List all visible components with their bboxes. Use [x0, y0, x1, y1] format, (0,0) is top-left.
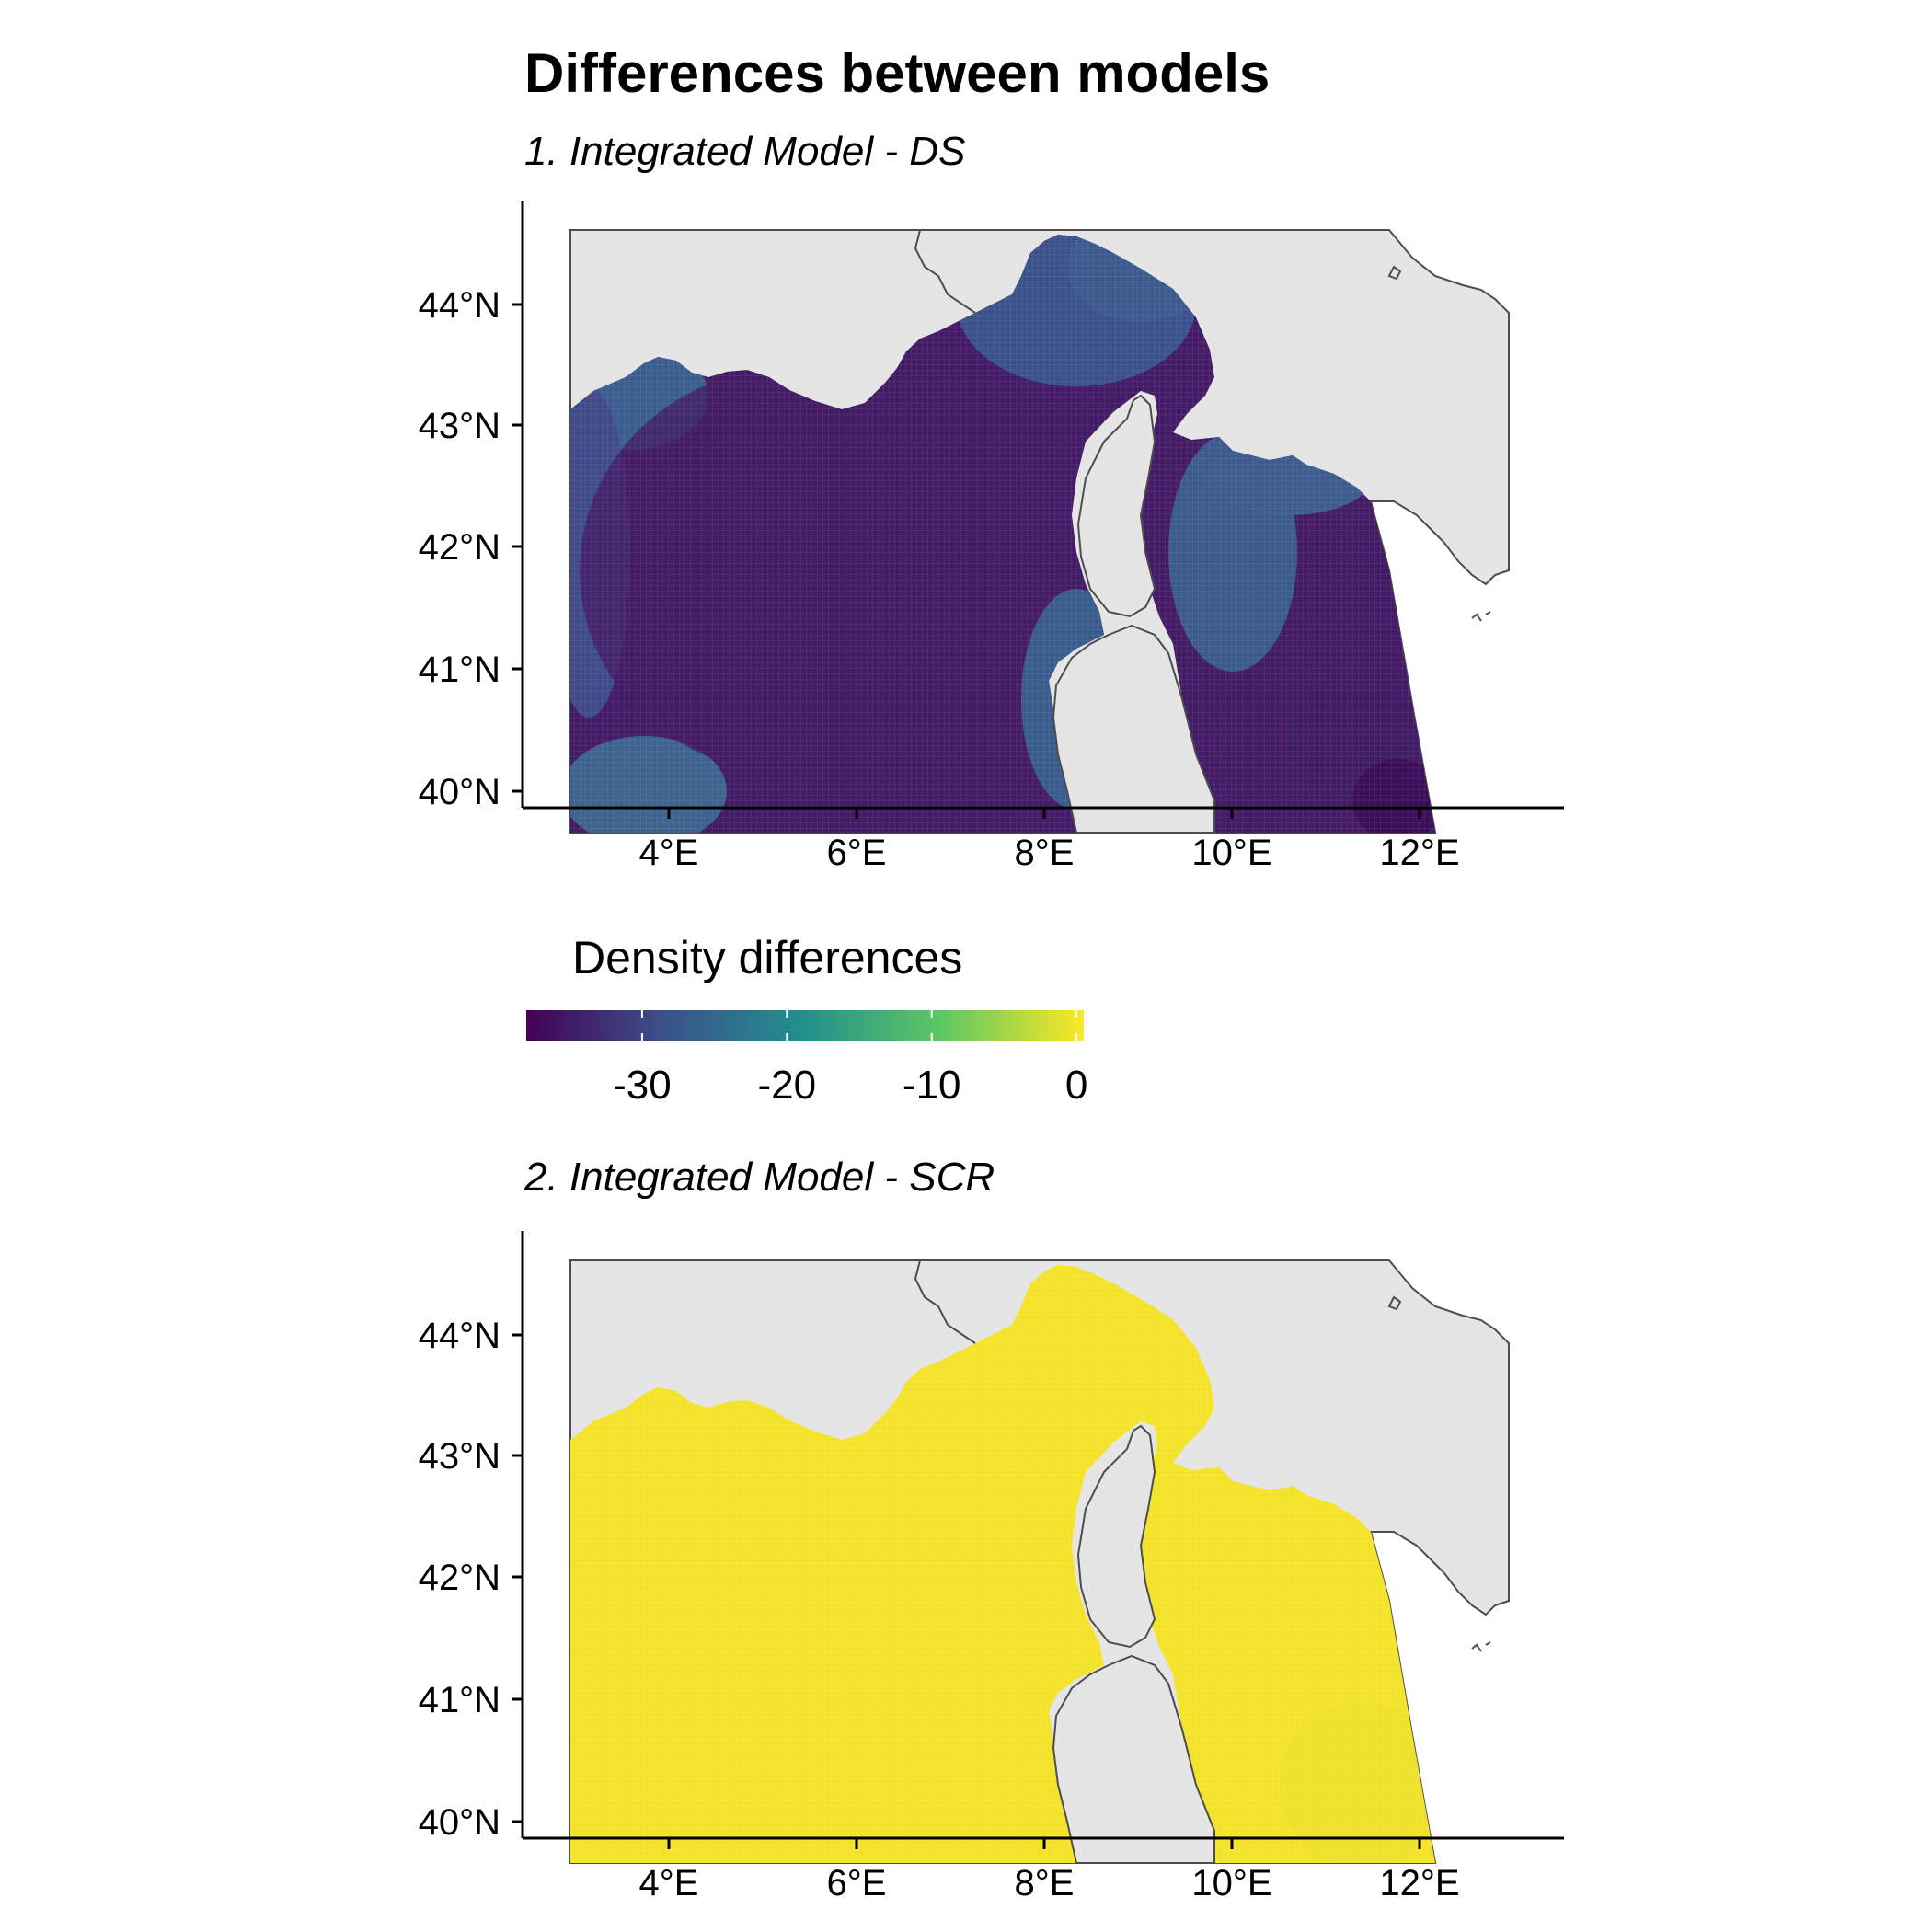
legend-tick-label: 0 — [1065, 1063, 1087, 1108]
x-tick-label: 12°E — [1379, 833, 1459, 873]
x-tick-label: 10°E — [1191, 1863, 1271, 1903]
map-panel-2: 40°N 41°N 42°N 43°N 44°N 4°E 6°E 8°E 10°… — [419, 1231, 1564, 1903]
corsica — [1076, 394, 1156, 618]
y-tick-label: 40°N — [419, 1802, 500, 1843]
chart-title: Differences between models — [524, 42, 1271, 104]
y-tick-label: 41°N — [419, 650, 500, 690]
x-tick-label: 4°E — [639, 1863, 699, 1903]
color-legend: -30 -20 -10 0 — [526, 1010, 1087, 1108]
map-panel-1: 40°N 41°N 42°N 43°N 44°N 4°E 6°E 8°E 10°… — [419, 201, 1564, 873]
y-tick-label: 43°N — [419, 406, 500, 446]
y-tick-label: 44°N — [419, 285, 500, 326]
panel-1-subtitle: 1. Integrated Model - DS — [524, 129, 966, 174]
x-tick-label: 12°E — [1379, 1863, 1459, 1903]
y-tick-label: 40°N — [419, 772, 500, 812]
y-tick-label: 41°N — [419, 1680, 500, 1720]
legend-title: Density differences — [572, 932, 963, 983]
legend-tick-label: -20 — [758, 1063, 817, 1108]
y-tick-label: 42°N — [419, 1558, 500, 1598]
y-tick-label: 44°N — [419, 1316, 500, 1356]
x-tick-label: 8°E — [1015, 1863, 1075, 1903]
y-axis-2: 40°N 41°N 42°N 43°N 44°N — [419, 1316, 523, 1843]
x-axis-2: 4°E 6°E 8°E 10°E 12°E — [639, 1838, 1460, 1903]
y-tick-label: 43°N — [419, 1436, 500, 1477]
y-tick-label: 42°N — [419, 527, 500, 568]
legend-colorbar — [526, 1010, 1084, 1041]
x-tick-label: 6°E — [827, 1863, 887, 1903]
x-tick-label: 4°E — [639, 833, 699, 873]
y-axis-1: 40°N 41°N 42°N 43°N 44°N — [419, 285, 523, 812]
legend-tick-label: -30 — [613, 1063, 672, 1108]
panel-2-subtitle: 2. Integrated Model - SCR — [524, 1155, 995, 1200]
sardinia — [1052, 1654, 1215, 1864]
x-tick-label: 10°E — [1191, 833, 1271, 873]
sardinia — [1052, 624, 1215, 834]
x-axis-1: 4°E 6°E 8°E 10°E 12°E — [639, 808, 1460, 873]
legend-tick-label: -10 — [903, 1063, 961, 1108]
corsica — [1076, 1424, 1156, 1649]
x-tick-label: 8°E — [1015, 833, 1075, 873]
x-tick-label: 6°E — [827, 833, 887, 873]
